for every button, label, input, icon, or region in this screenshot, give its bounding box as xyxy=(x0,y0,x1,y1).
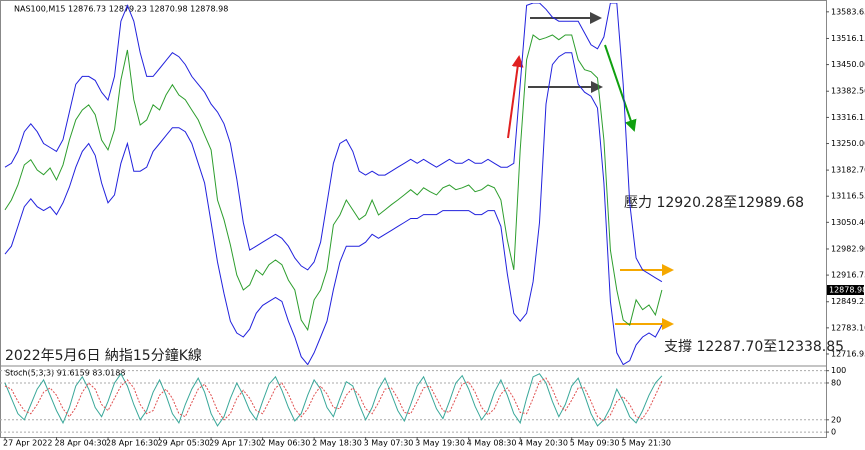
annotation: 支撐 12287.70至12338.85 xyxy=(664,339,844,355)
y-tick-label: 13450.00 xyxy=(831,60,865,69)
series-line xyxy=(4,34,663,332)
y-tick-label: 13516.15 xyxy=(831,34,865,43)
x-tick-label: 2 May 18:30 xyxy=(312,439,362,448)
annotation: 壓力 12920.28至12989.68 xyxy=(624,195,804,211)
annotation: 2022年5月6日 納指15分鐘K線 xyxy=(5,347,202,364)
arrow xyxy=(507,55,524,139)
y-tick-label: 13316.15 xyxy=(831,113,865,122)
frame xyxy=(0,0,827,438)
y-tick-label: 12849.25 xyxy=(831,297,865,306)
y-tick-label: 13182.70 xyxy=(831,166,865,175)
y-tick-label: 80 xyxy=(831,378,841,387)
price-label: 12878.98 xyxy=(829,286,865,295)
y-tick-label: 12982.90 xyxy=(831,244,865,253)
x-tick-label: 5 May 09:30 xyxy=(570,439,620,448)
indicator-title: Stoch(5,3,3) 91.6159 83.0188 xyxy=(5,369,125,378)
y-tick-label: 0 xyxy=(831,428,836,437)
x-tick-label: 28 Apr 16:30 xyxy=(106,439,158,448)
series-line xyxy=(4,372,663,427)
y-tick-label: 13050.40 xyxy=(831,218,865,227)
x-tick-label: 3 May 19:30 xyxy=(415,439,465,448)
y-tick-label: 12783.10 xyxy=(831,323,865,332)
x-tick-label: 3 May 07:30 xyxy=(364,439,414,448)
series-line xyxy=(4,52,663,365)
x-tick-label: 29 Apr 05:30 xyxy=(158,439,210,448)
x-tick-label: 2 May 06:30 xyxy=(261,439,311,448)
series-line xyxy=(4,377,663,422)
x-tick-label: 4 May 08:30 xyxy=(467,439,517,448)
x-tick-label: 5 May 21:30 xyxy=(621,439,671,448)
y-tick-label: 13382.50 xyxy=(831,87,865,96)
x-tick-label: 29 Apr 17:30 xyxy=(209,439,261,448)
x-tick-label: 28 Apr 04:30 xyxy=(55,439,107,448)
y-tick-label: 12916.75 xyxy=(831,271,865,280)
x-tick-label: 4 May 20:30 xyxy=(518,439,568,448)
chart-title: NAS100,M15 12876.73 12879.23 12870.98 12… xyxy=(14,5,228,14)
series-line xyxy=(4,3,663,283)
x-tick-label: 27 Apr 2022 xyxy=(3,439,52,448)
y-tick-label: 12716.95 xyxy=(831,349,865,358)
y-tick-label: 13116.55 xyxy=(831,192,865,201)
y-tick-label: 100 xyxy=(831,366,846,375)
y-tick-label: 13250.00 xyxy=(831,139,865,148)
y-tick-label: 13583.65 xyxy=(831,7,865,16)
arrow xyxy=(604,44,637,132)
price-box xyxy=(827,285,864,296)
y-tick-label: 20 xyxy=(831,415,841,424)
